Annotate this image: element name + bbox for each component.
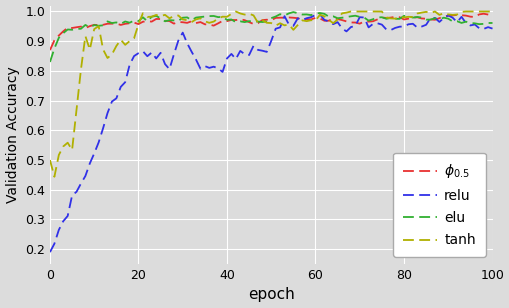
- elu: [157, 17, 163, 20]
- tanh: [232, 10, 238, 13]
- $\phi_{0.5}$: [157, 17, 163, 21]
- relu: [489, 27, 495, 30]
- elu: [290, 10, 296, 14]
- tanh: [82, 34, 88, 38]
- $\phi_{0.5}$: [489, 14, 495, 17]
- $\phi_{0.5}$: [78, 25, 84, 28]
- tanh: [51, 175, 58, 179]
- $\phi_{0.5}$: [378, 16, 384, 19]
- relu: [312, 13, 318, 17]
- tanh: [259, 18, 265, 22]
- elu: [250, 20, 256, 23]
- relu: [47, 250, 53, 254]
- Legend: $\phi_{0.5}$, relu, elu, tanh: $\phi_{0.5}$, relu, elu, tanh: [392, 153, 485, 257]
- relu: [382, 28, 388, 31]
- Line: elu: elu: [50, 12, 492, 62]
- tanh: [162, 13, 168, 17]
- elu: [489, 21, 495, 25]
- relu: [360, 16, 366, 19]
- tanh: [321, 14, 327, 18]
- Y-axis label: Validation Accuracy: Validation Accuracy: [6, 67, 19, 203]
- relu: [250, 44, 256, 48]
- elu: [78, 27, 84, 30]
- Line: tanh: tanh: [50, 11, 492, 177]
- elu: [47, 60, 53, 64]
- tanh: [47, 158, 53, 162]
- relu: [316, 13, 322, 16]
- relu: [78, 182, 84, 185]
- elu: [360, 16, 366, 19]
- tanh: [489, 10, 495, 13]
- elu: [382, 17, 388, 21]
- tanh: [387, 17, 393, 20]
- elu: [316, 11, 322, 15]
- $\phi_{0.5}$: [356, 22, 362, 26]
- relu: [157, 51, 163, 55]
- $\phi_{0.5}$: [479, 12, 486, 16]
- $\phi_{0.5}$: [250, 22, 256, 26]
- $\phi_{0.5}$: [312, 16, 318, 20]
- Line: relu: relu: [50, 14, 492, 252]
- tanh: [365, 10, 371, 13]
- $\phi_{0.5}$: [47, 48, 53, 52]
- Line: $\phi_{0.5}$: $\phi_{0.5}$: [50, 14, 492, 50]
- X-axis label: epoch: epoch: [247, 287, 294, 302]
